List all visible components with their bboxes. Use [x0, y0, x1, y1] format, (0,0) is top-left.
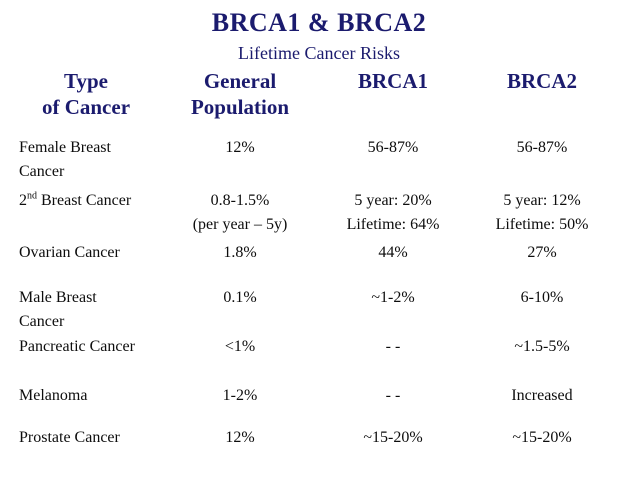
col-header-brca1: BRCA1 — [357, 69, 428, 93]
slide-title: BRCA1 & BRCA2 — [211, 8, 427, 37]
row5-type-label: Pancreatic Cancer — [19, 338, 135, 355]
row6-brca2-value: Increased — [511, 387, 573, 404]
row7-brca2-value: ~15-20% — [512, 429, 572, 446]
col-header-brca2: BRCA2 — [506, 69, 577, 93]
row4-brca2-value: 6-10% — [520, 289, 564, 306]
row2-type-base: 2 — [19, 192, 27, 209]
col-header-type-of-cancer: Type of Cancer — [41, 69, 131, 119]
row2-type-superscript: nd — [27, 190, 37, 202]
row5-general-value: <1% — [224, 338, 256, 355]
row1-brca1-value: 56-87% — [367, 139, 419, 156]
row6-type-label: Melanoma — [19, 387, 88, 404]
row4-general-value: 0.1% — [223, 289, 257, 306]
row2-general-value: 0.8-1.5% (per year – 5y) — [192, 192, 288, 233]
row7-general-value: 12% — [225, 429, 255, 446]
row6-general-value: 1-2% — [222, 387, 258, 404]
row4-type-label: Male Breast Cancer — [19, 289, 97, 330]
row2-type-label: 2nd Breast Cancer — [0, 183, 172, 235]
row3-general-value: 1.8% — [223, 244, 257, 261]
row1-brca2-value: 56-87% — [516, 139, 568, 156]
row7-brca1-value: ~15-20% — [363, 429, 423, 446]
row2-brca2-value: 5 year: 12% Lifetime: 50% — [495, 192, 589, 233]
row3-brca1-value: 44% — [378, 244, 408, 261]
row5-brca2-value: ~1.5-5% — [514, 338, 570, 355]
slide-subtitle: Lifetime Cancer Risks — [238, 43, 400, 63]
row6-brca1-value: - - — [385, 387, 401, 404]
row1-type-label: Female Breast Cancer — [19, 139, 111, 180]
row3-brca2-value: 27% — [527, 244, 557, 261]
row2-type-rest: Breast Cancer — [37, 192, 132, 209]
row2-brca1-value: 5 year: 20% Lifetime: 64% — [346, 192, 440, 233]
row7-type-label: Prostate Cancer — [19, 429, 120, 446]
row1-general-value: 12% — [225, 139, 255, 156]
cancer-risk-table: Type of Cancer General Population BRCA1 … — [0, 66, 638, 450]
col-header-general-population: General Population — [190, 69, 290, 119]
row3-type-label: Ovarian Cancer — [19, 244, 120, 261]
row5-brca1-value: - - — [385, 338, 401, 355]
row4-brca1-value: ~1-2% — [371, 289, 415, 306]
